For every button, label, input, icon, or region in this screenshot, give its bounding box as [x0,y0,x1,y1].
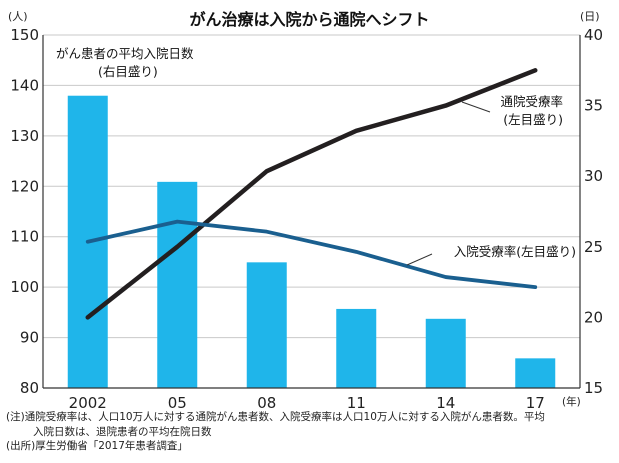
right-tick-label: 15 [584,379,603,397]
bar-series-sublabel: (右目盛り) [98,64,158,79]
x-tick-label: 14 [436,394,455,412]
left-tick-label: 90 [20,329,39,347]
left-axis-unit: (人) [8,10,28,23]
left-tick-label: 100 [10,278,39,296]
right-tick-label: 25 [584,238,603,256]
left-tick-label: 110 [10,228,39,246]
outpatient-series-label: 通院受療率 [500,94,563,109]
footnote-1: (注)通院受療率は、人口10万人に対する通院がん患者数、入院受療率は人口10万人… [6,411,545,423]
x-tick-label: 11 [347,394,366,412]
bar-05 [157,181,198,388]
x-axis-unit: (年) [562,395,581,408]
bar-series-label: がん患者の平均入院日数 [56,46,194,61]
inpatient-series-label: 入院受療率(左目盛り) [454,244,576,259]
x-tick-label: 17 [526,394,545,412]
x-tick-label: 05 [168,394,187,412]
right-axis-unit: (日) [580,10,600,23]
right-tick-label: 35 [584,97,603,115]
left-tick-label: 150 [10,26,39,44]
bar-11 [336,308,377,388]
bar-08 [246,262,287,388]
left-tick-label: 80 [20,379,39,397]
left-tick-label: 130 [10,127,39,145]
left-tick-label: 140 [10,76,39,94]
x-tick-label: 08 [257,394,276,412]
footnotes: (注)通院受療率は、人口10万人に対する通院がん患者数、入院受療率は人口10万人… [6,410,612,454]
right-tick-label: 30 [584,167,603,185]
outpatient-series-sublabel: (左目盛り) [503,112,563,127]
outpatient-leader [461,101,491,113]
chart-title: がん治療は入院から通院へシフト [189,10,430,29]
source-note: (出所)厚生労働省「2017年患者調査」 [6,440,188,452]
inpatient-leader [406,253,433,266]
bar-14 [425,318,466,388]
inpatient-rate-line [85,219,538,290]
right-tick-label: 20 [584,308,603,326]
x-tick-label: 2002 [69,394,107,412]
footnote-2: 入院日数は、退院患者の平均在院日数 [33,425,212,438]
bar-17 [515,358,556,388]
left-tick-label: 120 [10,177,39,195]
right-tick-label: 40 [584,26,603,44]
outpatient-rate-line [85,68,538,320]
